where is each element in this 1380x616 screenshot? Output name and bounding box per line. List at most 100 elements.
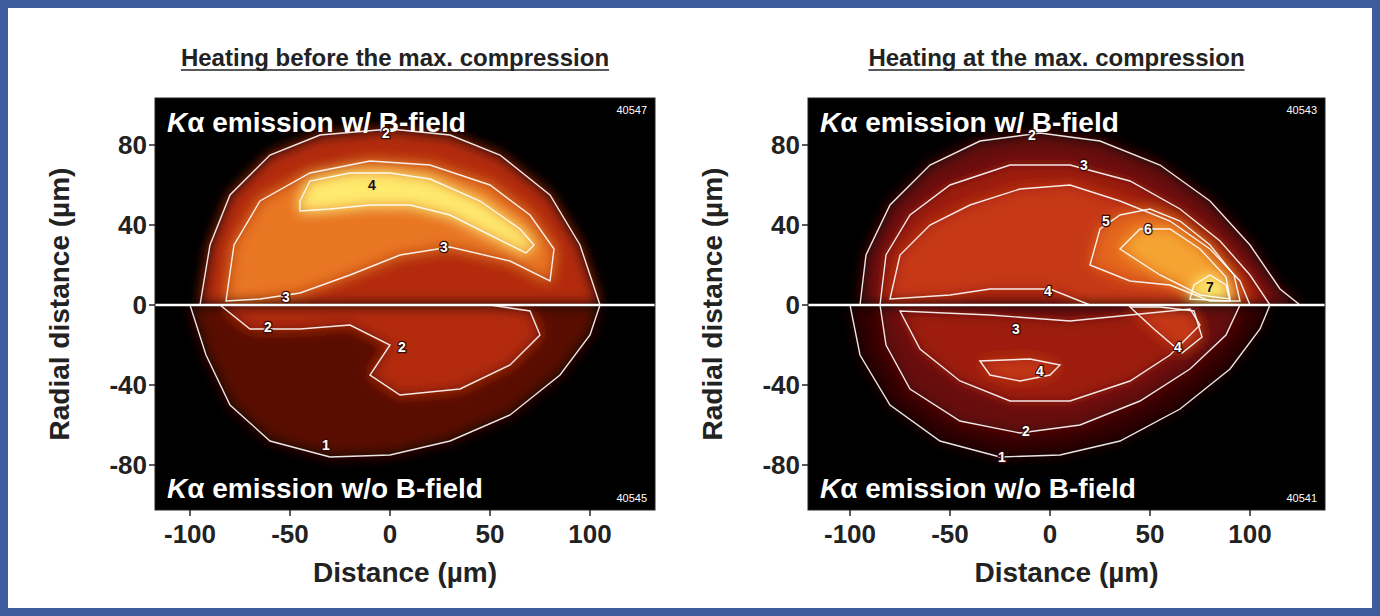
region-label-part: K (820, 473, 842, 504)
contour-lines (860, 133, 1300, 305)
contour-label: 2 (382, 125, 390, 141)
y-tick (149, 144, 155, 146)
plot-background (808, 98, 1325, 510)
contour-label: 1 (322, 437, 330, 453)
x-tick (289, 510, 291, 516)
y-tick-label: 40 (771, 210, 800, 240)
x-tick-label: 100 (568, 519, 611, 549)
x-tick (1249, 510, 1251, 516)
y-tick (149, 224, 155, 226)
plot-frame (808, 98, 1325, 510)
contour-line (850, 305, 1270, 457)
x-tick (489, 510, 491, 516)
contour-label: 3 (1012, 321, 1020, 337)
contour-lines (190, 305, 600, 457)
contour-fill (880, 305, 1240, 433)
x-axis-title: Distance (µm) (313, 557, 497, 588)
contour-label: 3 (1080, 157, 1088, 173)
contour-line (300, 173, 534, 253)
heat-region (860, 133, 1300, 305)
y-tick-label: 40 (118, 210, 147, 240)
region-label: Kα emission w/o B-field (167, 473, 483, 504)
contour-line (880, 165, 1270, 305)
contour-label: 3 (282, 289, 290, 305)
axis-zero-line (155, 304, 655, 307)
contour-fill (890, 185, 1250, 305)
region-label: Kα emission w/o B-field (820, 473, 1136, 504)
contour-fill (226, 161, 554, 301)
x-tick-label: 100 (1228, 519, 1271, 549)
contour-fill (300, 173, 534, 253)
chart-canvas: Kα emission w/ B-field40547Kα emission w… (0, 0, 1380, 616)
heat-fill (190, 305, 600, 457)
contour-line (890, 185, 1250, 305)
contour-label: 7 (1206, 279, 1214, 295)
contour-fill (880, 165, 1270, 305)
heat-region (850, 305, 1270, 457)
x-tick (1049, 510, 1051, 516)
panel: Kα emission w/ B-field 40 5 4 3 Kα emission w… (697, 44, 1325, 588)
x-tick-label: 50 (1136, 519, 1165, 549)
contour-label: 4 (368, 177, 376, 193)
x-tick-label: -100 (164, 519, 216, 549)
contour-label: 2 (1022, 423, 1030, 439)
axis-zero-line (808, 304, 1325, 307)
contour-line (200, 129, 600, 305)
x-tick (1149, 510, 1151, 516)
y-tick-label: -40 (109, 370, 147, 400)
y-tick (802, 384, 808, 386)
contour-label: 2 (398, 339, 406, 355)
contour-line (1190, 275, 1230, 301)
x-axis-title: Distance (µm) (974, 557, 1158, 588)
y-tick (802, 224, 808, 226)
region-label-part: α emission w/o B-field (187, 473, 483, 504)
y-tick (149, 384, 155, 386)
shot-number: 40547 (616, 104, 647, 116)
y-tick (802, 144, 808, 146)
plot-background (155, 98, 655, 510)
region-label: Kα emission w/ B-field (167, 107, 466, 138)
heat-fill (200, 129, 600, 305)
contour-fill (850, 305, 1270, 457)
heat-fill (850, 305, 1270, 457)
y-tick-label: 0 (786, 290, 800, 320)
contour-label: 3 (440, 239, 448, 255)
y-tick-label: 0 (133, 290, 147, 320)
contour-line (1120, 229, 1230, 299)
region-label: Kα emission w/ B-field (820, 107, 1119, 138)
y-tick (149, 464, 155, 466)
panel: Kα emission w/ B-field 40547 Kα emission w… (44, 44, 655, 588)
shot-number: 40545 (616, 492, 647, 504)
contour-fill (220, 305, 540, 395)
heat-region (200, 129, 600, 305)
x-tick (849, 510, 851, 516)
y-tick-label: -80 (762, 450, 800, 480)
contour-lines (200, 129, 600, 305)
x-tick-label: -50 (271, 519, 309, 549)
contour-line (860, 133, 1300, 305)
contour-fill (200, 129, 600, 305)
title-underline (181, 69, 609, 71)
contour-label: 2 (1028, 127, 1036, 143)
contour-fill (190, 305, 600, 457)
contour-fill (1190, 275, 1230, 301)
y-tick (149, 304, 155, 306)
heat-region (190, 305, 600, 457)
panel-title: Heating at the max. compression (868, 44, 1244, 71)
x-tick (949, 510, 951, 516)
contour-line (900, 309, 1200, 401)
contour-fill (1120, 229, 1230, 299)
contour-line (220, 305, 540, 395)
region-label-part: α emission w/o B-field (840, 473, 1136, 504)
y-tick (802, 464, 808, 466)
y-tick-label: 80 (771, 130, 800, 160)
region-label-part: α emission w/ B-field (187, 107, 466, 138)
contour-label: 5 (1102, 213, 1110, 229)
contour-label: 4 (1036, 363, 1044, 379)
x-tick-label: 50 (476, 519, 505, 549)
contour-line (1130, 307, 1202, 353)
y-tick-label: -80 (109, 450, 147, 480)
x-tick (589, 510, 591, 516)
contour-line (980, 359, 1060, 381)
contour-fill (980, 359, 1060, 381)
